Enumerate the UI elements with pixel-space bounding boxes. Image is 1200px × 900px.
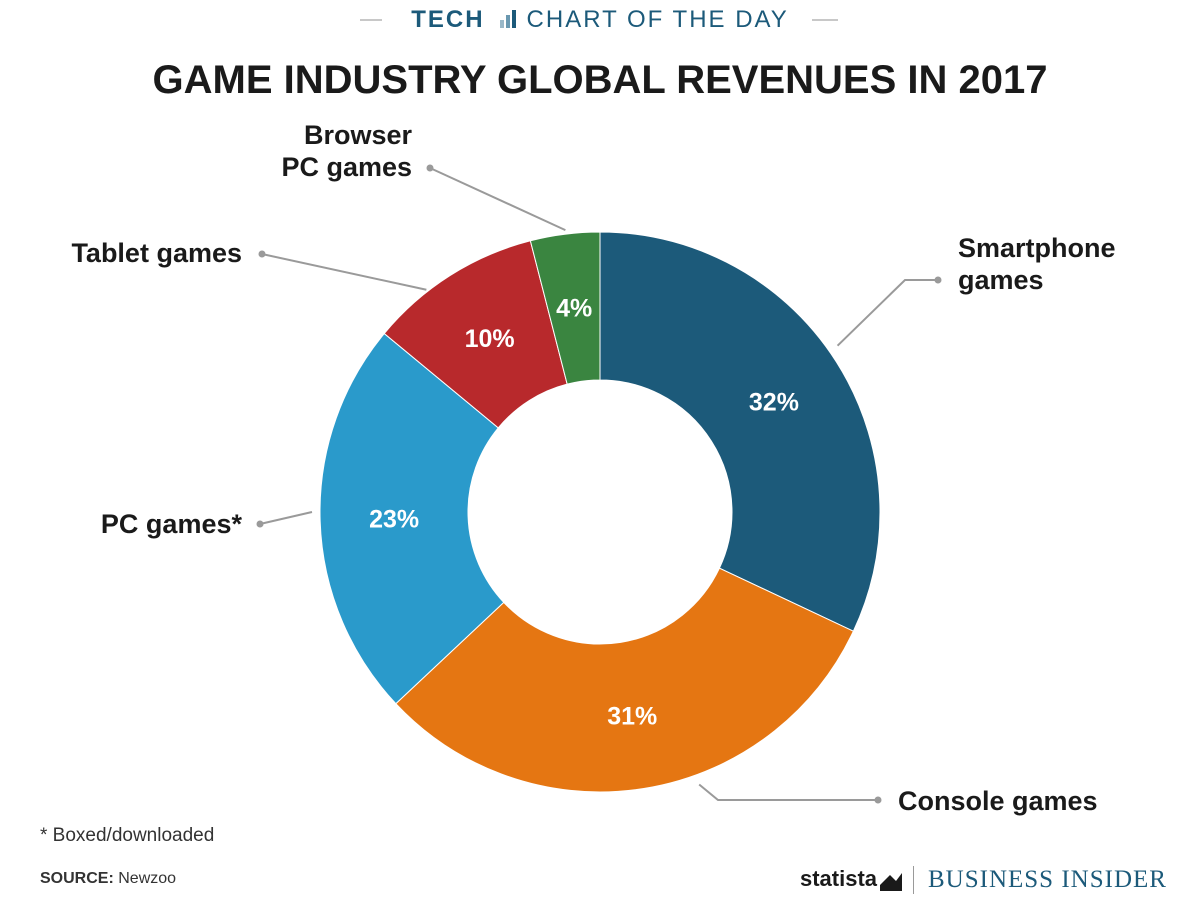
slice-console-games (395, 567, 855, 793)
leader-line-browser-pc-games (429, 167, 566, 232)
value-labels: 32% 31% 23% 10% 4% (369, 295, 799, 731)
value-label-browser-pc-games: 4% (556, 295, 592, 323)
leader-dot-browser-pc-games (426, 164, 434, 172)
chart-title: GAME INDUSTRY GLOBAL REVENUES IN 2017 (152, 58, 1048, 102)
source-note: SOURCE: Newzoo (40, 870, 176, 888)
header-rule-left (360, 19, 382, 21)
category-label-line: Console games (898, 786, 1098, 816)
leader-dot-smartphone-games (934, 276, 942, 284)
value-label-console-games: 31% (607, 702, 657, 730)
category-label-browser-pc-games: Browser PC games (281, 120, 412, 182)
category-labels: Smartphone games Console games PC games* Tab… (71, 120, 1115, 816)
category-label-line: PC games* (101, 509, 243, 539)
category-label-line: PC games (281, 152, 412, 182)
brand-divider (913, 866, 914, 894)
slice-smartphone-games (599, 231, 881, 632)
slice-pc-games (319, 332, 505, 705)
leader-line-console-games (698, 783, 878, 801)
statista-logo: statista (800, 866, 878, 891)
leader-line-pc-games (259, 511, 313, 525)
category-label-console-games: Console games (898, 786, 1098, 816)
header-rule-right (812, 19, 838, 21)
leader-dot-pc-games (256, 520, 264, 528)
category-label-smartphone-games: Smartphone games (958, 233, 1116, 295)
slice-browser-pc-games (529, 231, 601, 385)
category-label-pc-games: PC games* (101, 509, 243, 539)
category-label-line: Smartphone (958, 233, 1116, 263)
value-label-smartphone-games: 32% (749, 389, 799, 417)
statista-mark-icon (880, 869, 902, 896)
value-label-pc-games: 23% (369, 505, 419, 533)
bar-chart-icon (499, 7, 517, 28)
category-label-line: Tablet games (71, 238, 242, 268)
footnote: * Boxed/downloaded (40, 825, 215, 846)
kicker-section: TECH (411, 6, 485, 33)
category-label-line: games (958, 265, 1044, 295)
value-label-tablet-games: 10% (465, 325, 515, 353)
business-insider-logo: BUSINESS INSIDER (928, 866, 1167, 893)
header-band: TECH CHART OF THE DAY (0, 0, 1200, 40)
kicker-series: CHART OF THE DAY (526, 6, 789, 33)
category-label-tablet-games: Tablet games (71, 238, 242, 268)
leader-dot-console-games (874, 796, 882, 804)
source-label: SOURCE: (40, 870, 114, 887)
branding: statista BUSINESS INSIDER (800, 864, 1180, 896)
leader-line-tablet-games (261, 253, 427, 291)
leader-dot-tablet-games (258, 250, 266, 258)
source-text: Newzoo (118, 870, 177, 887)
donut-slices (319, 231, 881, 793)
category-label-line: Browser (304, 120, 413, 150)
kicker: TECH CHART OF THE DAY (0, 6, 1200, 34)
leader-lines (256, 164, 942, 804)
leader-line-smartphone-games (836, 279, 938, 347)
